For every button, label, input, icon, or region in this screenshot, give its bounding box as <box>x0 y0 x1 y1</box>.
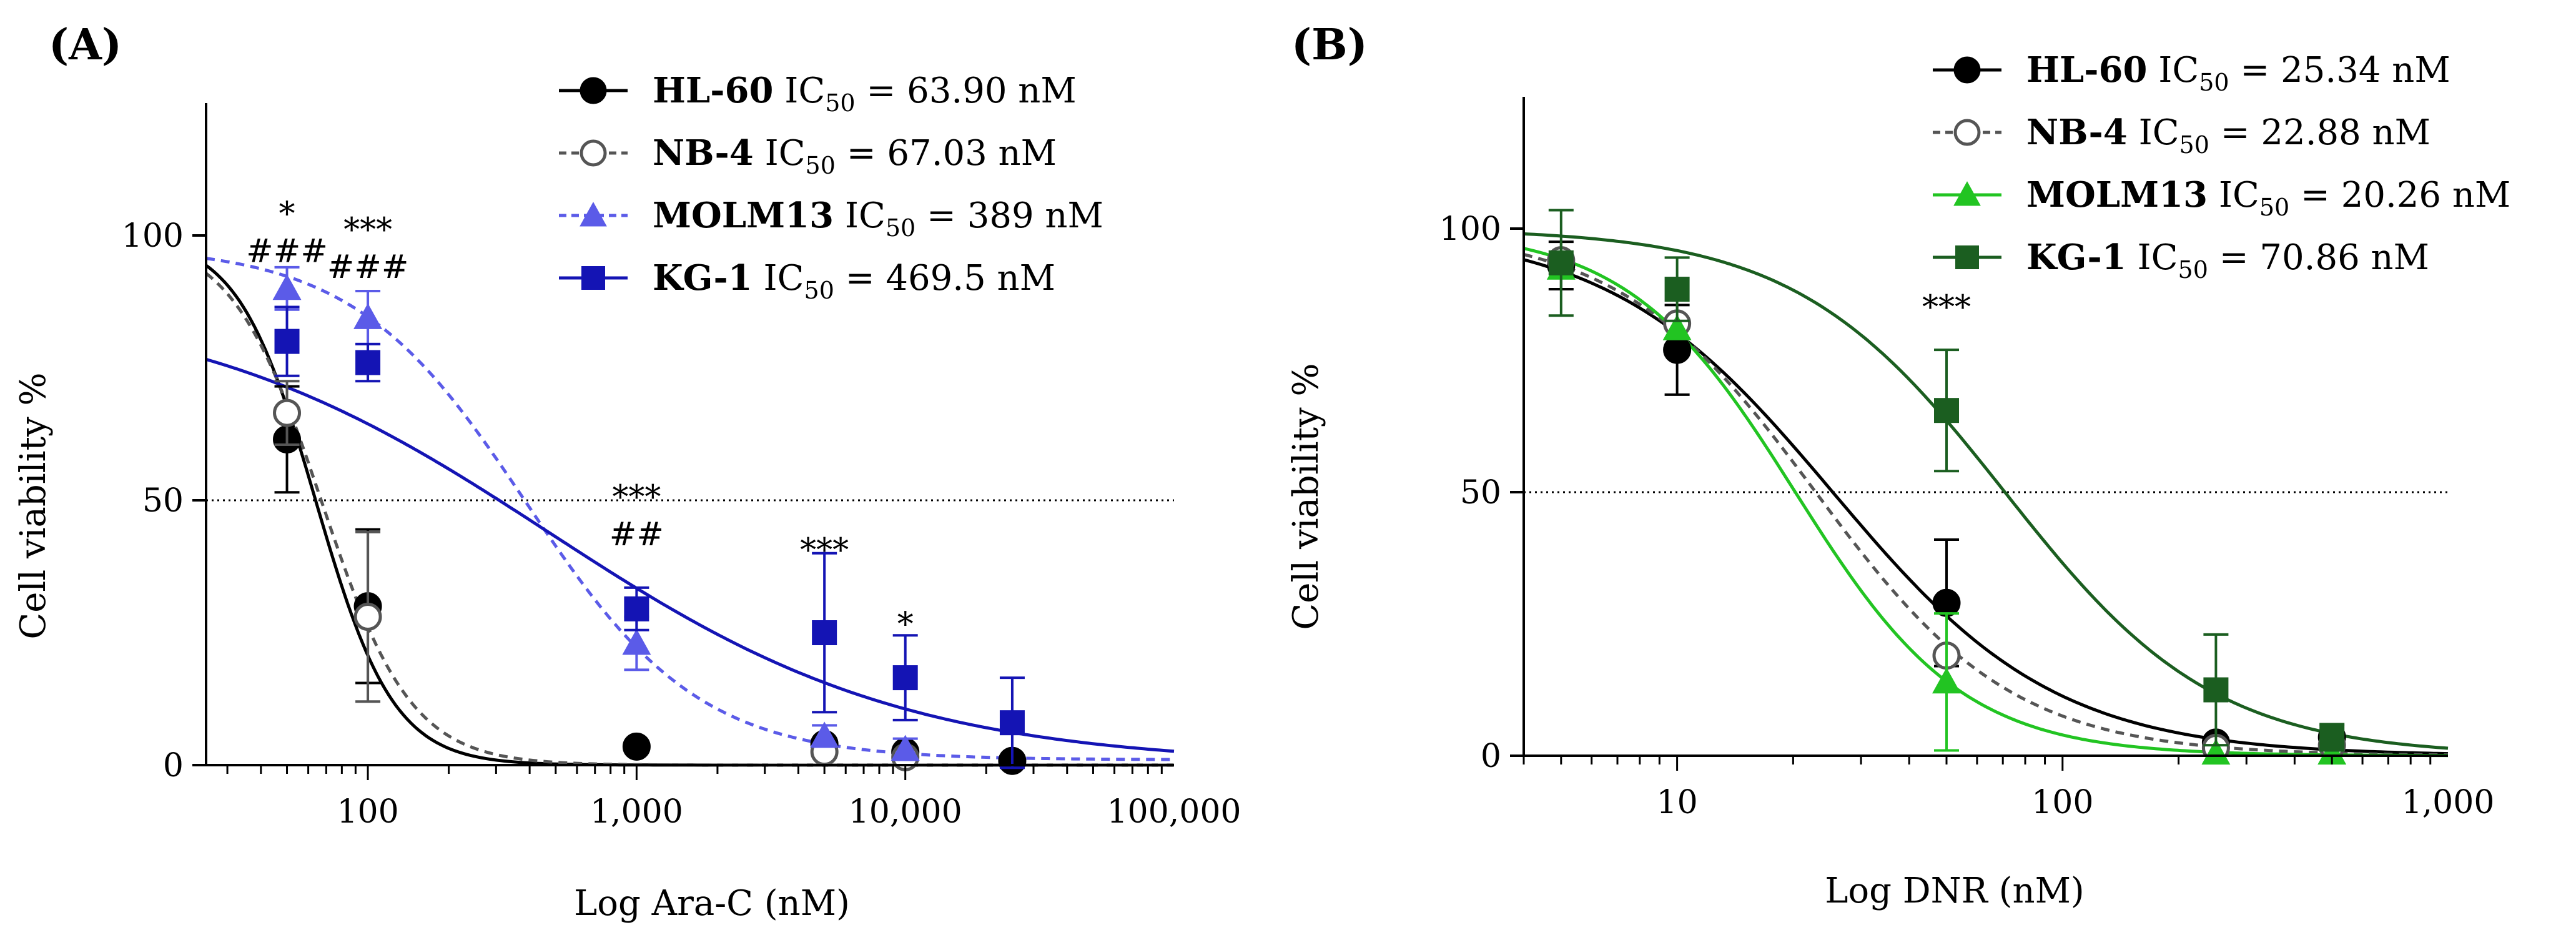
panel-b-annotations: *** <box>1922 289 1971 326</box>
legend-marker-molm13 <box>1953 181 1981 206</box>
significance-label: * <box>897 606 914 643</box>
data-point-molm13 <box>1932 667 1962 694</box>
panel-b-legend: HL-60 IC50 = 25.34 nM NB-4 IC50 = 22.88 n… <box>1933 49 2510 284</box>
panel-a-label: (A) <box>49 20 122 70</box>
x-tick-label: 100 <box>2031 784 2093 821</box>
y-tick-label: 100 <box>122 217 184 255</box>
legend-marker-kg-1 <box>581 266 605 290</box>
significance-label: *** <box>343 211 392 249</box>
panel-b: (B) *** 0 50 100 10 100 1,000 HL-60 IC50 = 25… <box>1286 20 2510 911</box>
legend-entry-kg-1: KG-1 IC50 = 469.5 nM <box>653 257 1055 304</box>
panel-a-y-axis-title: Cell viability % <box>13 372 54 639</box>
data-point-kg-1 <box>892 665 918 691</box>
panel-b-points <box>1546 209 2347 765</box>
panel-b-x-axis-title: Log DNR (nM) <box>1825 871 2085 911</box>
legend-marker-kg-1 <box>1955 245 1979 269</box>
significance-label: ## <box>609 516 664 553</box>
significance-label: ### <box>327 249 409 286</box>
panel-b-y-axis-title: Cell viability % <box>1286 363 1326 630</box>
y-tick-label: 100 <box>1439 210 1501 248</box>
legend-entry-molm13: MOLM13 IC50 = 389 nM <box>653 195 1103 242</box>
significance-label: *** <box>612 479 661 517</box>
data-point-kg-1 <box>1934 398 1960 423</box>
significance-label: ### <box>246 232 328 270</box>
data-point-kg-1 <box>1548 250 1574 275</box>
legend-entry-hl-60: HL-60 IC50 = 63.90 nM <box>653 70 1077 117</box>
data-point-hl-60 <box>622 732 651 761</box>
fit-curve-kg-1 <box>1523 232 2449 750</box>
y-tick-label: 50 <box>1460 474 1501 512</box>
significance-label: *** <box>800 532 849 570</box>
panel-b-label: (B) <box>1291 20 1368 70</box>
data-point-molm13 <box>353 303 383 329</box>
panel-a-points <box>272 265 1027 775</box>
x-tick-label: 100,000 <box>1107 793 1241 831</box>
y-tick-label: 0 <box>163 747 184 784</box>
data-point-molm13 <box>272 274 302 300</box>
x-tick-label: 10,000 <box>849 793 962 831</box>
data-point-nb-4 <box>273 398 302 427</box>
data-point-hl-60 <box>1932 588 1961 617</box>
panel-a-axes: 0 50 100 100 1,000 10,000 100,000 <box>122 103 1241 831</box>
panel-a-legend: HL-60 IC50 = 63.90 nM NB-4 IC50 = 67.03 n… <box>559 70 1103 304</box>
panel-a-curves <box>205 257 1175 767</box>
data-point-kg-1 <box>812 620 837 645</box>
x-tick-label: 1,000 <box>2402 784 2495 821</box>
significance-label: * <box>279 195 295 233</box>
panel-b-curves <box>1523 232 2449 758</box>
legend-entry-molm13: MOLM13 IC50 = 20.26 nM <box>2026 174 2510 221</box>
fit-curve-hl-60 <box>205 264 1174 767</box>
panel-a-annotations: *###***###***## **** <box>246 195 914 643</box>
data-point-molm13 <box>891 735 920 761</box>
fit-curve-nb-4 <box>1523 252 2448 757</box>
data-point-nb-4 <box>353 603 382 631</box>
fit-curve-nb-4 <box>205 272 1174 767</box>
data-point-kg-1 <box>274 329 300 354</box>
data-point-kg-1 <box>999 710 1025 736</box>
fit-curve-hl-60 <box>1523 258 2449 756</box>
y-tick-label: 50 <box>142 482 184 520</box>
data-point-kg-1 <box>624 596 649 621</box>
panel-a-x-axis-title: Log Ara-C (nM) <box>574 883 850 924</box>
data-point-molm13 <box>2201 738 2231 765</box>
data-point-hl-60 <box>1663 335 1692 364</box>
legend-entry-hl-60: HL-60 IC50 = 25.34 nM <box>2026 49 2450 96</box>
legend-marker-hl-60 <box>580 77 607 104</box>
data-point-kg-1 <box>2319 725 2345 750</box>
data-point-molm13 <box>622 628 651 655</box>
legend-marker-nb-4 <box>1953 119 1981 146</box>
x-tick-label: 1,000 <box>590 793 683 831</box>
legend-entry-nb-4: NB-4 IC50 = 22.88 nM <box>2026 112 2430 159</box>
y-tick-label: 0 <box>1481 738 1501 775</box>
data-point-molm13 <box>1662 314 1692 340</box>
data-point-kg-1 <box>2203 677 2229 703</box>
data-point-kg-1 <box>1664 277 1690 302</box>
legend-entry-kg-1: KG-1 IC50 = 70.86 nM <box>2026 237 2429 284</box>
data-point-kg-1 <box>355 350 381 375</box>
x-tick-label: 100 <box>337 793 398 831</box>
significance-label: *** <box>1922 289 1971 326</box>
legend-entry-nb-4: NB-4 IC50 = 67.03 nM <box>653 132 1057 179</box>
x-tick-label: 10 <box>1657 784 1698 821</box>
panel-b-axes: 0 50 100 10 100 1,000 <box>1439 97 2495 821</box>
legend-marker-molm13 <box>580 202 607 227</box>
data-point-molm13 <box>810 721 839 748</box>
fit-curve-molm13 <box>205 257 1175 761</box>
fit-curve-kg-1 <box>205 357 1175 753</box>
legend-marker-nb-4 <box>580 139 607 167</box>
legend-marker-hl-60 <box>1953 56 1981 84</box>
